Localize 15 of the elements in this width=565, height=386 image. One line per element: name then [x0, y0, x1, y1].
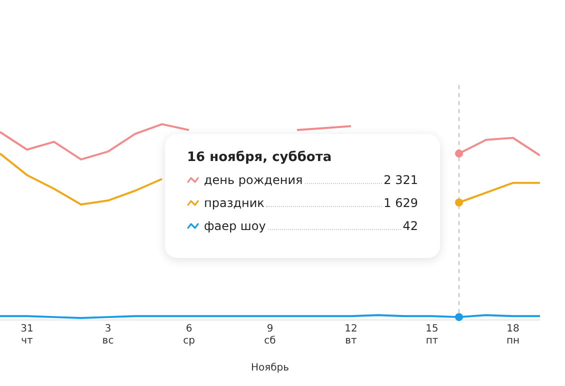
- x-tick-label: 12 вт: [344, 324, 358, 347]
- text: 2 321: [384, 173, 418, 187]
- x-tick-label: 18 пн: [506, 324, 520, 347]
- category-label: фаер шоу: [204, 219, 266, 233]
- text: 16 ноября, суббота: [187, 150, 333, 165]
- x-tick-label: 9 сб: [264, 324, 276, 347]
- x-tick-label: 31 чт: [20, 324, 34, 347]
- x-tick-label: 6 ср: [183, 324, 195, 347]
- text: 42: [402, 219, 418, 233]
- x-tick-label: 3 вс: [102, 324, 114, 347]
- text: 1 629: [384, 196, 418, 210]
- x-tick-label: 15 пт: [426, 324, 438, 347]
- category-label: день рождения: [204, 173, 303, 187]
- category-label: праздник: [204, 196, 264, 210]
- x-axis-title: Ноябрь: [250, 362, 290, 374]
